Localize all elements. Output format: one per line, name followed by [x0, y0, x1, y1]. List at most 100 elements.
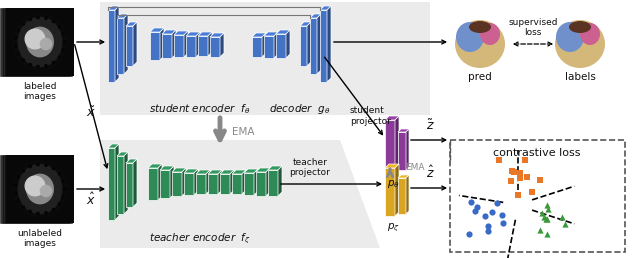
Polygon shape	[307, 22, 311, 66]
Ellipse shape	[580, 23, 600, 45]
Text: $\hat{z}$: $\hat{z}$	[426, 165, 435, 181]
Polygon shape	[182, 168, 186, 196]
Polygon shape	[262, 33, 266, 57]
Point	[497, 213, 508, 217]
Polygon shape	[148, 168, 158, 200]
Polygon shape	[220, 33, 224, 57]
Circle shape	[62, 196, 65, 198]
Polygon shape	[160, 170, 170, 198]
Polygon shape	[232, 170, 246, 174]
Point	[506, 179, 516, 183]
Polygon shape	[256, 168, 270, 172]
Circle shape	[36, 65, 39, 68]
Polygon shape	[395, 164, 399, 216]
Point	[508, 169, 518, 173]
Polygon shape	[274, 32, 278, 58]
Polygon shape	[108, 144, 119, 148]
Text: teacher
projector: teacher projector	[289, 158, 330, 177]
Point	[541, 217, 551, 221]
Circle shape	[62, 33, 65, 35]
Polygon shape	[196, 174, 206, 194]
Polygon shape	[162, 34, 172, 58]
Polygon shape	[117, 18, 124, 74]
Polygon shape	[124, 152, 128, 214]
Polygon shape	[252, 33, 266, 37]
Text: $\hat{x}$: $\hat{x}$	[86, 192, 96, 208]
Polygon shape	[126, 26, 133, 66]
Point	[479, 214, 490, 219]
Point	[509, 170, 520, 174]
Point	[498, 221, 508, 225]
Polygon shape	[133, 159, 137, 207]
Polygon shape	[126, 22, 137, 26]
Polygon shape	[254, 169, 258, 195]
Text: decoder  $g_\theta$: decoder $g_\theta$	[269, 102, 331, 116]
Point	[483, 223, 493, 228]
Polygon shape	[320, 10, 327, 82]
Circle shape	[12, 14, 68, 70]
FancyBboxPatch shape	[4, 8, 72, 76]
Circle shape	[62, 180, 65, 182]
Circle shape	[45, 17, 47, 19]
Polygon shape	[244, 173, 254, 195]
FancyBboxPatch shape	[0, 155, 68, 223]
Polygon shape	[117, 152, 128, 156]
Polygon shape	[268, 166, 282, 170]
Polygon shape	[206, 170, 210, 194]
Text: EMA: EMA	[232, 127, 255, 137]
Polygon shape	[108, 148, 115, 220]
Circle shape	[58, 56, 61, 58]
Circle shape	[17, 199, 20, 202]
Circle shape	[15, 37, 17, 39]
Polygon shape	[398, 175, 409, 178]
Polygon shape	[385, 164, 399, 168]
Polygon shape	[220, 170, 234, 174]
Circle shape	[25, 176, 45, 196]
Polygon shape	[174, 35, 184, 57]
Circle shape	[45, 164, 47, 166]
Circle shape	[29, 18, 31, 21]
Polygon shape	[184, 169, 198, 173]
Ellipse shape	[469, 21, 491, 33]
Circle shape	[58, 203, 61, 205]
Ellipse shape	[455, 20, 505, 68]
Polygon shape	[244, 169, 258, 173]
Circle shape	[63, 188, 66, 190]
Circle shape	[17, 176, 20, 179]
Circle shape	[63, 41, 66, 43]
Polygon shape	[100, 140, 380, 248]
Circle shape	[22, 59, 24, 61]
Circle shape	[36, 163, 39, 166]
Polygon shape	[276, 34, 286, 58]
Polygon shape	[186, 36, 196, 57]
Circle shape	[25, 29, 45, 49]
Circle shape	[15, 45, 17, 47]
Polygon shape	[210, 37, 220, 57]
Ellipse shape	[456, 22, 484, 52]
Polygon shape	[208, 174, 218, 194]
FancyBboxPatch shape	[6, 155, 74, 223]
Point	[542, 203, 552, 207]
Text: $\tilde{x}$: $\tilde{x}$	[86, 106, 96, 120]
Polygon shape	[208, 170, 222, 174]
Circle shape	[22, 206, 24, 208]
Point	[464, 232, 474, 236]
Point	[522, 174, 532, 179]
Text: $\tilde{z}$: $\tilde{z}$	[426, 119, 435, 133]
Circle shape	[29, 165, 31, 168]
Circle shape	[36, 212, 39, 215]
Polygon shape	[108, 10, 115, 82]
Polygon shape	[385, 120, 395, 172]
FancyBboxPatch shape	[6, 8, 74, 76]
Point	[520, 158, 530, 163]
Point	[515, 174, 525, 178]
Polygon shape	[160, 166, 174, 170]
Text: teacher encoder  $f_\zeta$: teacher encoder $f_\zeta$	[149, 232, 251, 246]
Polygon shape	[186, 32, 200, 36]
Polygon shape	[158, 164, 162, 200]
Polygon shape	[115, 6, 119, 82]
Polygon shape	[268, 170, 278, 196]
FancyBboxPatch shape	[2, 155, 70, 223]
Circle shape	[45, 65, 47, 67]
Ellipse shape	[26, 174, 54, 204]
